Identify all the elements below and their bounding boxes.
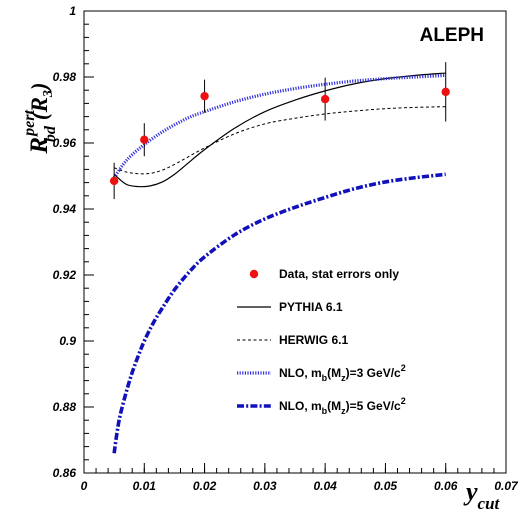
x-tick-label: 0.02 (193, 479, 217, 493)
x-tick-label: 0.04 (313, 479, 337, 493)
legend-marker-data (249, 269, 259, 279)
axis-ticks: 0 0.01 0.02 0.03 0.04 0.05 0.06 0.07 0.86 0.88 0.9… (53, 4, 519, 493)
y-axis-title: Rpert bd (R3) (21, 82, 59, 154)
plot-frame (83, 10, 507, 474)
legend-label-part: )=3 GeV/c (346, 366, 401, 380)
curve-nlo5 (112, 172, 446, 454)
data-points (109, 62, 450, 200)
legend-label-part: z (341, 406, 346, 416)
y-tick-label: 0.88 (53, 400, 77, 414)
x-tick-label: 0.07 (494, 479, 519, 493)
legend-label-part: z (341, 373, 346, 383)
y-tick-label: 1 (69, 4, 76, 18)
legend-label-part: b (322, 406, 328, 416)
legend-label-herwig: HERWIG 6.1 (279, 333, 348, 347)
curve-herwig (113, 106, 446, 175)
x-tick-label: 0 (81, 479, 88, 493)
legend-label-part: )=5 GeV/c (346, 399, 401, 413)
y-axis-title-sub: bd (42, 125, 59, 142)
legend-label-part: 2 (401, 396, 406, 406)
x-axis-title: ycut (463, 477, 501, 513)
x-axis-title-sub: cut (478, 494, 501, 513)
data-point-marker (140, 135, 149, 144)
experiment-label: ALEPH (420, 25, 484, 46)
y-axis-title-suffix-open: (R (27, 97, 52, 120)
x-tick-label: 0.01 (133, 479, 157, 493)
curves (112, 72, 446, 454)
legend-label-part: (M (327, 399, 341, 413)
data-point-marker (441, 87, 450, 97)
data-point-marker (109, 176, 119, 186)
y-tick-label: 0.86 (53, 466, 77, 480)
y-axis-title-sup: pert (21, 110, 38, 138)
x-tick-label: 0.05 (374, 479, 398, 493)
data-point-marker (320, 94, 330, 104)
legend-label-nlo3: NLO, mb(Mz)=3 GeV/c2 (279, 363, 406, 383)
legend-label-part: b (322, 373, 328, 383)
legend-label-part: NLO, m (279, 366, 322, 380)
y-tick-label: 0.94 (53, 202, 77, 216)
curve-nlo3 (112, 73, 446, 179)
axis-labels: ALEPH Rpert bd (R3) ycut (21, 25, 501, 513)
y-tick-label: 0.9 (59, 334, 76, 348)
y-tick-label: 0.96 (53, 136, 77, 150)
y-tick-label: 0.98 (53, 70, 77, 84)
x-tick-label: 0.06 (434, 479, 458, 493)
y-axis-title-suffix-sub: 3 (41, 90, 56, 98)
data-point-marker (200, 91, 209, 101)
legend-label-data: Data, stat errors only (279, 267, 399, 281)
legend-label-pythia: PYTHIA 6.1 (279, 300, 343, 314)
y-tick-label: 0.92 (53, 268, 77, 282)
legend-label-part: (M (327, 366, 341, 380)
legend: Data, stat errors only PYTHIA 6.1 HERWIG 6… (237, 267, 406, 416)
plot-area-border (83, 10, 507, 474)
y-axis-title-suffix-close: ) (27, 82, 52, 92)
x-axis-title-main: y (463, 477, 478, 506)
y-axis-title-main: R (26, 137, 53, 155)
legend-label-part: 2 (401, 363, 406, 373)
x-tick-label: 0.03 (253, 479, 277, 493)
legend-label-nlo5: NLO, mb(Mz)=5 GeV/c2 (279, 396, 406, 416)
curve-pythia (113, 72, 446, 188)
legend-label-part: NLO, m (279, 399, 322, 413)
